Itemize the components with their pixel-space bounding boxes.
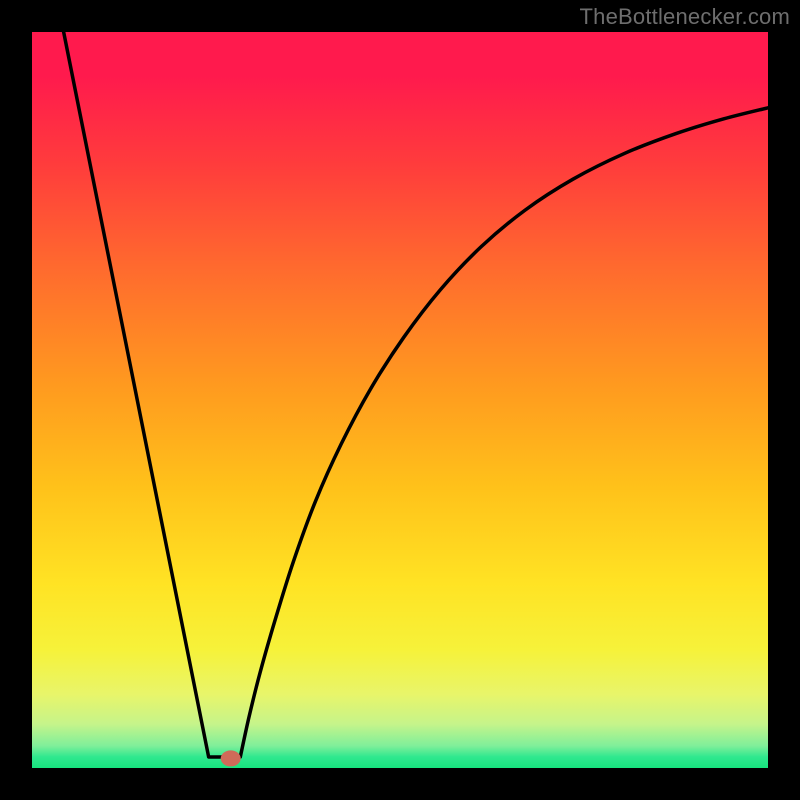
optimum-marker xyxy=(221,750,241,766)
watermark-text: TheBottlenecker.com xyxy=(580,4,790,30)
curve-svg xyxy=(32,32,768,768)
plot-area xyxy=(32,32,768,768)
gradient-background xyxy=(32,32,768,768)
chart-frame: TheBottlenecker.com xyxy=(0,0,800,800)
